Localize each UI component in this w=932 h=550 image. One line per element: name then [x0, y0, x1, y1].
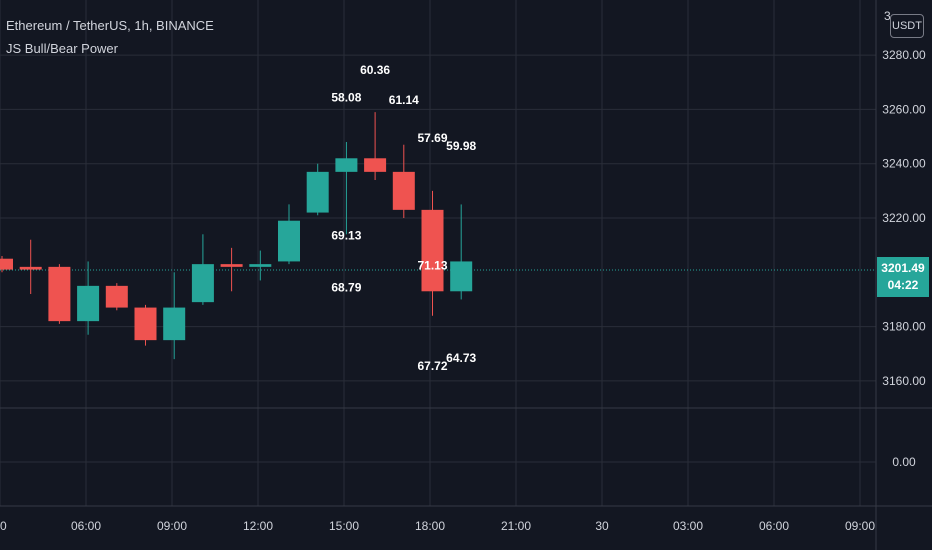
candle-body[interactable]	[220, 264, 243, 267]
candle-body[interactable]	[450, 261, 473, 292]
current-price-tag: 3201.49 04:22	[877, 257, 929, 297]
indicator-value-label: 64.73	[446, 351, 476, 365]
price-axis-label: 3260.00	[882, 102, 926, 116]
candle-body[interactable]	[19, 266, 42, 270]
indicator-axis-label: 0.00	[892, 455, 916, 469]
candle-body[interactable]	[421, 209, 444, 292]
time-axis-label: 09:00	[845, 519, 875, 533]
candle-body[interactable]	[278, 220, 300, 262]
time-axis-label: 12:00	[243, 519, 273, 533]
time-axis-label: 06:00	[759, 519, 789, 533]
candle-body[interactable]	[105, 285, 128, 308]
candle-body[interactable]	[364, 158, 387, 172]
indicator-value-label: 59.98	[446, 139, 476, 153]
price-axis-label-partial: 3	[884, 9, 891, 23]
indicator-value-label: 61.14	[389, 93, 419, 107]
time-axis-label: 30	[595, 519, 609, 533]
time-axis-label: 15:00	[329, 519, 359, 533]
chart-legend: Ethereum / TetherUS, 1h, BINANCE JS Bull…	[6, 18, 214, 56]
indicator-value-label: 60.36	[360, 63, 390, 77]
time-axis-label: 21:00	[501, 519, 531, 533]
candle-body[interactable]	[134, 307, 157, 341]
candle-body[interactable]	[306, 171, 329, 213]
candle-body[interactable]	[335, 158, 358, 172]
time-axis-label: 09:00	[157, 519, 187, 533]
bar-countdown: 04:22	[887, 278, 919, 292]
candle-body[interactable]	[48, 266, 71, 322]
candle-body[interactable]	[392, 171, 415, 210]
price-axis-label: 3220.00	[882, 211, 926, 225]
indicator-value-label: 71.13	[417, 259, 447, 273]
indicator-value-label: 69.13	[331, 229, 361, 243]
time-axis-label: 03:00	[673, 519, 703, 533]
price-axis-label: 3160.00	[882, 374, 926, 388]
time-axis-label: 00	[0, 519, 7, 533]
time-axis-label: 06:00	[71, 519, 101, 533]
time-axis-label: 18:00	[415, 519, 445, 533]
price-axis-label: 3180.00	[882, 320, 926, 334]
indicator-value-label: 57.69	[417, 131, 447, 145]
candle-body[interactable]	[249, 264, 272, 267]
current-price: 3201.49	[881, 261, 925, 275]
candle-body[interactable]	[191, 264, 214, 303]
indicator-value-label: 58.08	[331, 90, 361, 104]
currency-button[interactable]: USDT	[890, 14, 924, 38]
indicator-value-label: 67.72	[417, 359, 447, 373]
indicator-value-label: 68.79	[331, 280, 361, 294]
price-axis-label: 3240.00	[882, 157, 926, 171]
indicator-title[interactable]: JS Bull/Bear Power	[6, 41, 118, 56]
candle-body[interactable]	[163, 307, 186, 341]
price-axis-label: 3280.00	[882, 48, 926, 62]
candle-body[interactable]	[77, 285, 100, 322]
symbol-title[interactable]: Ethereum / TetherUS, 1h, BINANCE	[6, 18, 214, 33]
candle-body[interactable]	[0, 258, 13, 270]
